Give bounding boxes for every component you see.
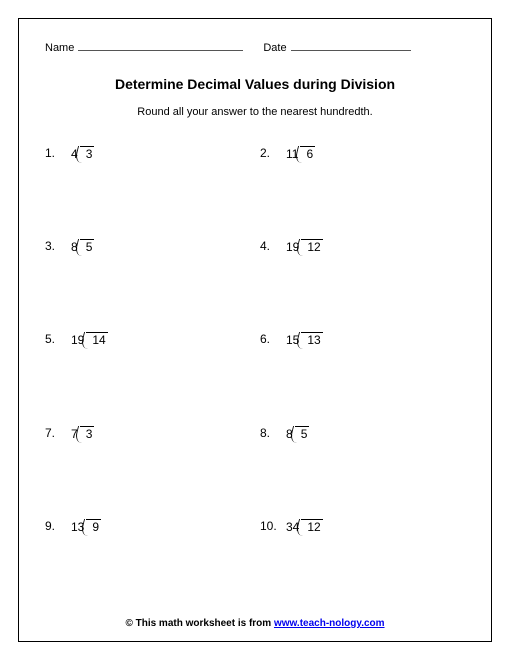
header-line: Name Date bbox=[45, 39, 465, 54]
worksheet-instruction: Round all your answer to the nearest hun… bbox=[45, 106, 465, 118]
dividend: 6 bbox=[300, 146, 315, 161]
problem-number: 8. bbox=[260, 426, 278, 440]
division-expression: 1912 bbox=[286, 239, 323, 254]
dividend: 9 bbox=[86, 519, 101, 534]
problem: 10. 3412 bbox=[260, 519, 465, 612]
date-label: Date bbox=[263, 42, 286, 54]
problem: 5. 1914 bbox=[45, 332, 250, 425]
division-expression: 116 bbox=[286, 146, 315, 161]
problem-number: 6. bbox=[260, 332, 278, 346]
problem-number: 5. bbox=[45, 332, 63, 346]
division-expression: 43 bbox=[71, 146, 94, 161]
dividend: 14 bbox=[86, 332, 107, 347]
division-expression: 1513 bbox=[286, 332, 323, 347]
problem: 4. 1912 bbox=[260, 239, 465, 332]
footer-link[interactable]: www.teach-nology.com bbox=[274, 618, 385, 629]
name-field: Name bbox=[45, 39, 243, 54]
dividend: 3 bbox=[80, 426, 95, 441]
problem: 2. 116 bbox=[260, 146, 465, 239]
dividend: 5 bbox=[80, 239, 95, 254]
problem-number: 7. bbox=[45, 426, 63, 440]
date-field: Date bbox=[263, 39, 410, 54]
problem: 6. 1513 bbox=[260, 332, 465, 425]
worksheet-page: Name Date Determine Decimal Values durin… bbox=[18, 18, 492, 642]
problem-number: 10. bbox=[260, 519, 278, 533]
dividend: 13 bbox=[301, 332, 322, 347]
problem-number: 4. bbox=[260, 239, 278, 253]
problem: 3.85 bbox=[45, 239, 250, 332]
dividend: 12 bbox=[301, 239, 322, 254]
division-expression: 85 bbox=[286, 426, 309, 441]
problems-grid: 1.432.1163.854.19125.19146.15137.738.859… bbox=[45, 146, 465, 612]
footer-prefix: © This math worksheet is from bbox=[125, 618, 274, 629]
dividend: 5 bbox=[295, 426, 310, 441]
problem-number: 3. bbox=[45, 239, 63, 253]
dividend: 3 bbox=[80, 146, 95, 161]
division-expression: 3412 bbox=[286, 519, 323, 534]
problem-number: 1. bbox=[45, 146, 63, 160]
division-expression: 85 bbox=[71, 239, 94, 254]
problem: 9. 139 bbox=[45, 519, 250, 612]
dividend: 12 bbox=[301, 519, 322, 534]
division-expression: 139 bbox=[71, 519, 101, 534]
problem-number: 2. bbox=[260, 146, 278, 160]
division-expression: 1914 bbox=[71, 332, 108, 347]
problem: 7.73 bbox=[45, 426, 250, 519]
problem-number: 9. bbox=[45, 519, 63, 533]
name-blank[interactable] bbox=[78, 39, 243, 51]
worksheet-title: Determine Decimal Values during Division bbox=[45, 76, 465, 92]
date-blank[interactable] bbox=[291, 39, 411, 51]
problem: 1.43 bbox=[45, 146, 250, 239]
division-expression: 73 bbox=[71, 426, 94, 441]
problem: 8.85 bbox=[260, 426, 465, 519]
name-label: Name bbox=[45, 42, 74, 54]
footer: © This math worksheet is from www.teach-… bbox=[45, 612, 465, 629]
